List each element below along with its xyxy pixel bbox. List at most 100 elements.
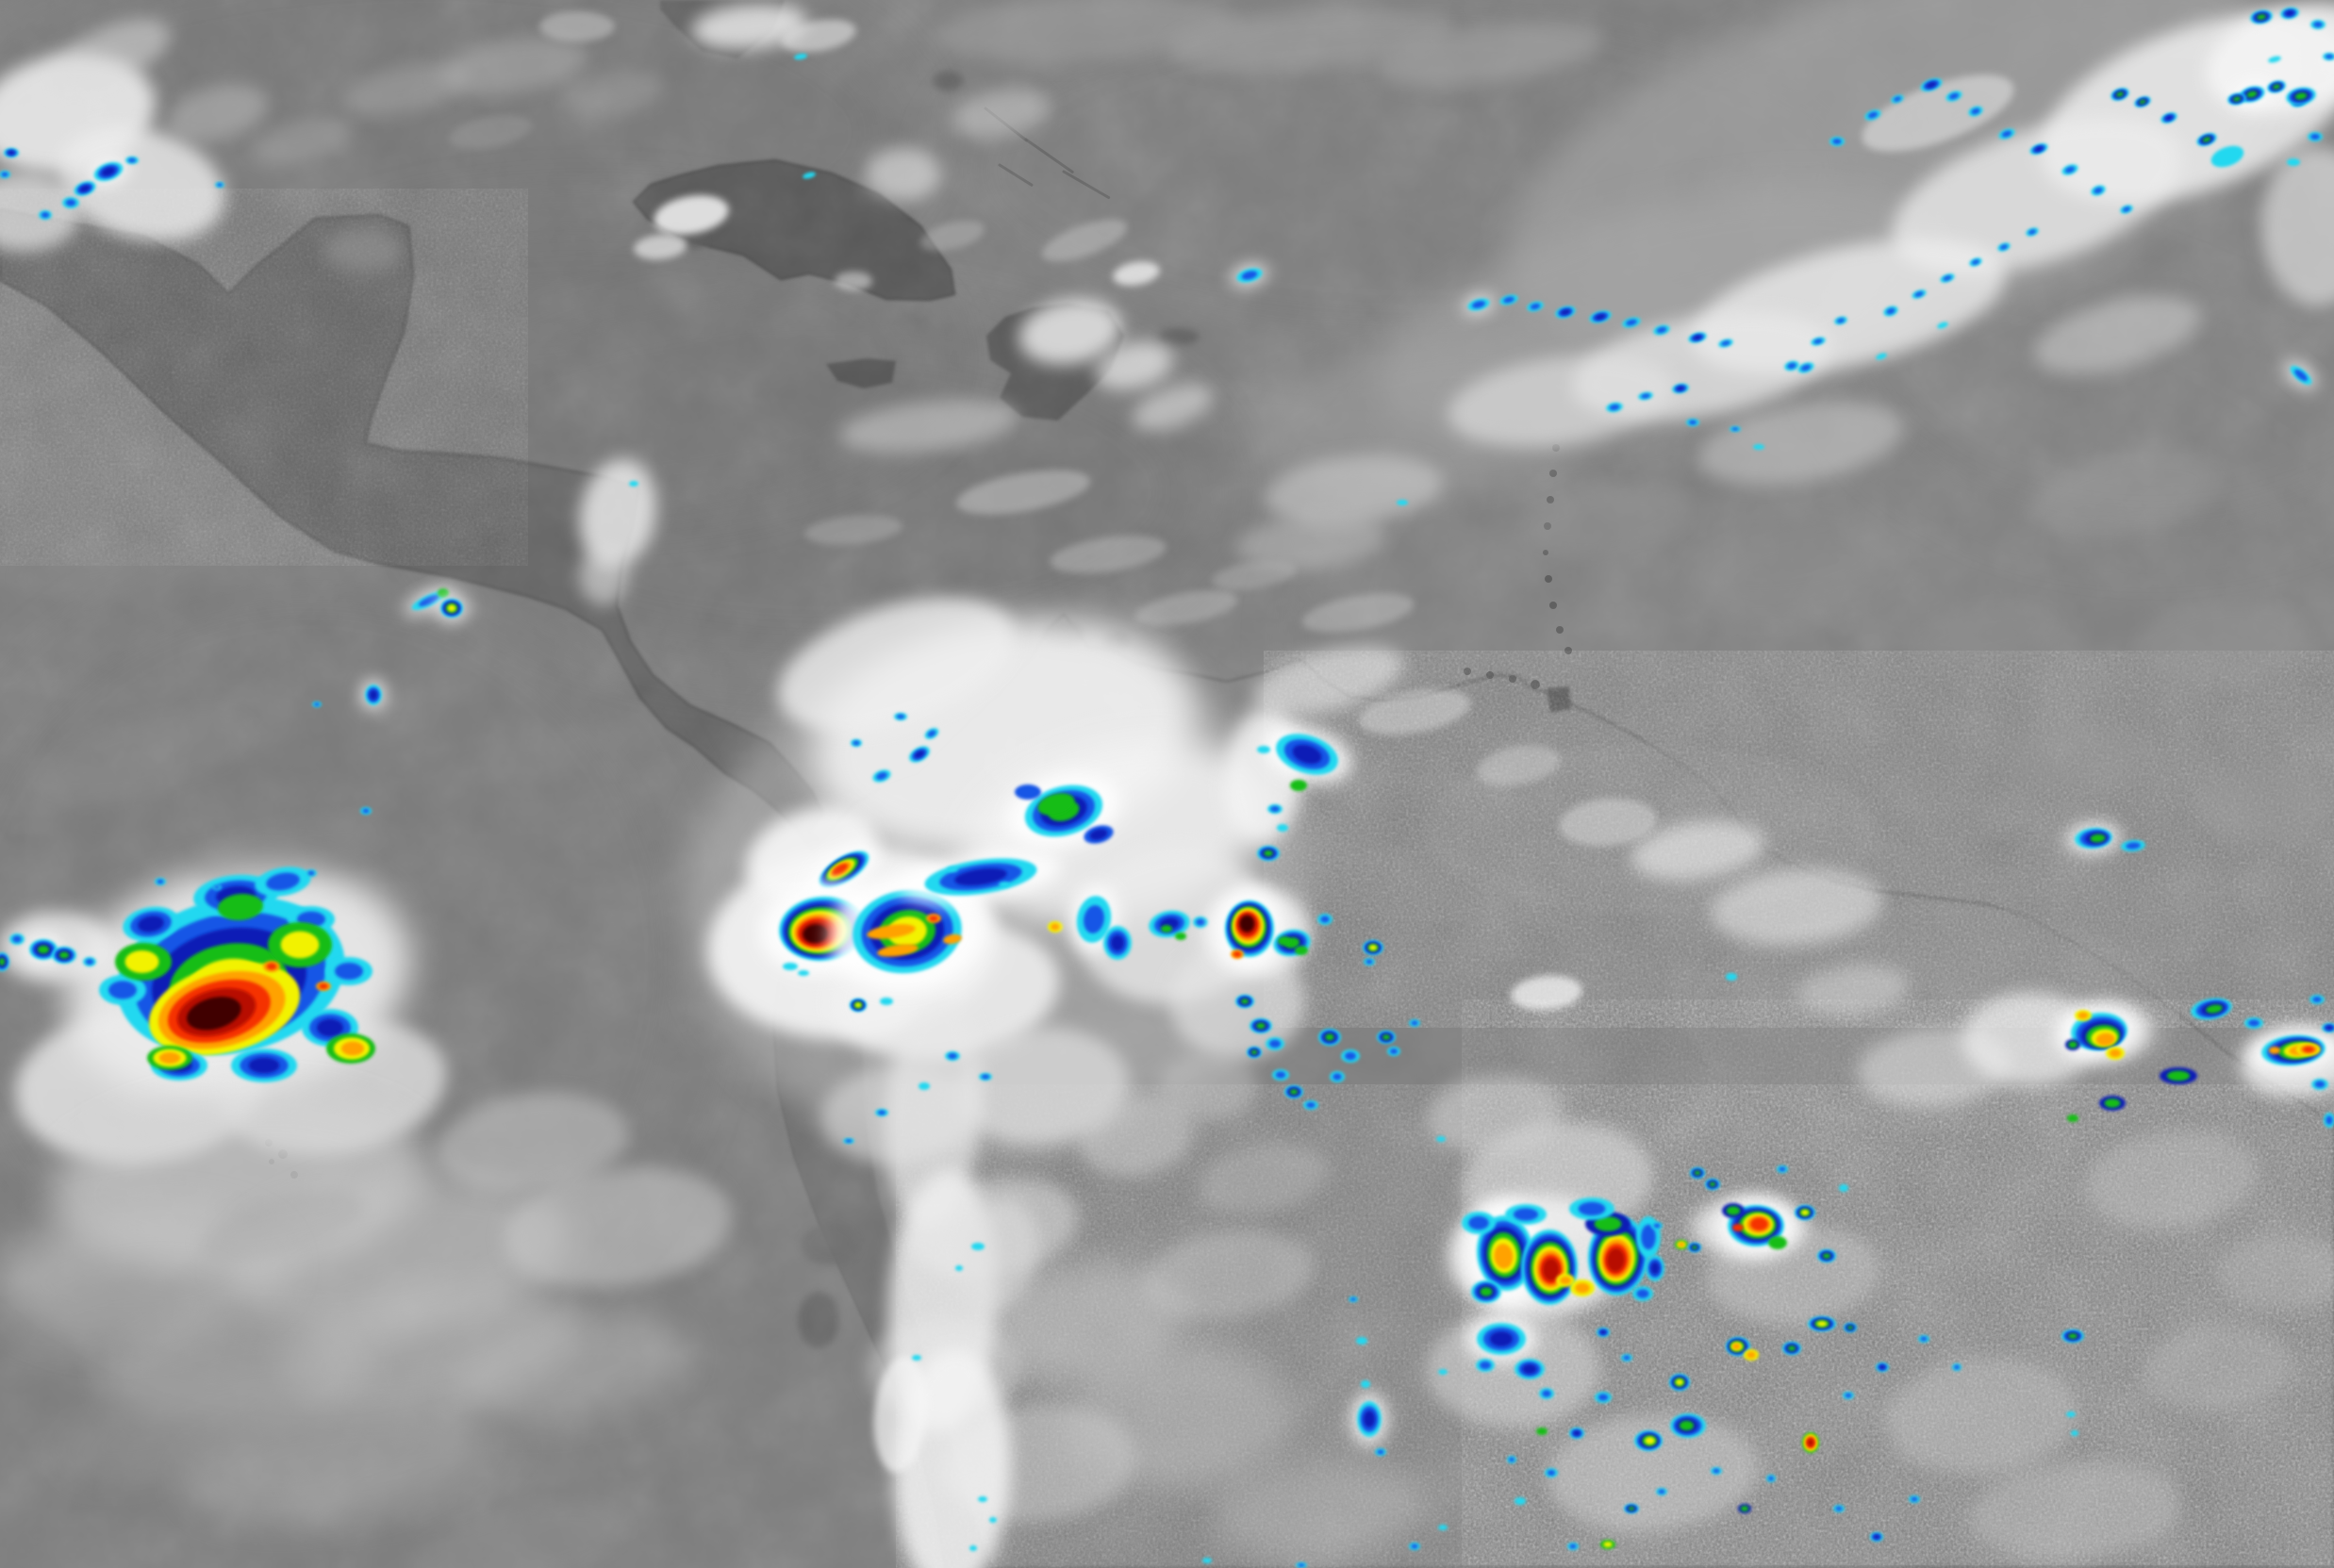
convection-cell xyxy=(1656,1488,1667,1495)
convection-cell xyxy=(1068,885,1119,953)
convection-cell xyxy=(2067,1114,2078,1122)
convection-cell xyxy=(1364,958,1375,966)
convection-cell xyxy=(1651,1222,1663,1230)
convection-cell xyxy=(1876,353,1887,360)
convection-cell xyxy=(1817,1249,1836,1263)
convection-cell xyxy=(4,148,19,157)
convection-cell xyxy=(2285,361,2317,389)
convection-cell xyxy=(1295,946,1308,955)
convection-cell xyxy=(2061,1329,2084,1343)
convection-cell xyxy=(979,1073,992,1081)
convection-cell xyxy=(1587,1216,1649,1296)
convection-cell xyxy=(1296,1562,1307,1568)
convection-cell xyxy=(1103,926,1132,960)
convection-cell xyxy=(1375,1448,1386,1456)
convection-cell xyxy=(1377,1031,1396,1044)
convection-cell xyxy=(2071,1430,2078,1436)
convection-cell xyxy=(1670,1413,1706,1438)
convection-cell xyxy=(1726,1337,1750,1356)
convection-cell xyxy=(1688,1243,1701,1252)
convection-cell xyxy=(850,999,867,1012)
convection-cell xyxy=(1621,1354,1632,1362)
convection-cell xyxy=(1556,1274,1575,1287)
convection-cell xyxy=(2066,822,2121,854)
convection-cell xyxy=(872,769,891,783)
convection-cell xyxy=(1284,1085,1303,1098)
convection-cell xyxy=(1864,109,1881,121)
convection-cell xyxy=(1997,242,2011,252)
convection-cell xyxy=(2244,1017,2263,1029)
convection-cell xyxy=(2324,1113,2334,1128)
convection-cell xyxy=(894,713,907,720)
convection-cell xyxy=(924,728,939,739)
convection-cell xyxy=(1175,933,1186,940)
convection-cell xyxy=(629,481,638,487)
convection-cell xyxy=(1795,1205,1815,1220)
convection-cell xyxy=(2099,1096,2126,1111)
convection-cell xyxy=(1231,949,1244,959)
convection-cell xyxy=(2323,53,2334,60)
convection-cell xyxy=(867,924,916,939)
convection-cell xyxy=(1918,1335,1929,1343)
convection-cell xyxy=(2296,1043,2321,1056)
convection-cell xyxy=(1738,1504,1751,1513)
convection-cell xyxy=(1318,1029,1341,1046)
convection-cell xyxy=(1463,295,1495,314)
convection-cell xyxy=(1149,910,1190,938)
convection-cell xyxy=(1909,1495,1920,1503)
convection-cell xyxy=(1569,1197,1614,1220)
convection-cell xyxy=(2111,88,2129,101)
convection-cell xyxy=(1214,887,1285,970)
convection-cell xyxy=(1409,1019,1420,1027)
convection-cell xyxy=(1317,914,1333,925)
convection-cell xyxy=(1545,1468,1558,1477)
convection-cell xyxy=(926,914,941,923)
convection-cell xyxy=(943,933,962,945)
convection-cell xyxy=(2227,92,2246,106)
convection-cell xyxy=(1653,324,1670,336)
convection-cell xyxy=(1272,1069,1289,1081)
convection-cell xyxy=(1507,1456,1516,1463)
convection-cell xyxy=(1521,1230,1578,1305)
convection-cell xyxy=(1330,1071,1345,1082)
layer-cirrus-streaks xyxy=(4,0,2334,1568)
convection-cell xyxy=(2322,1023,2334,1032)
convection-cell xyxy=(1569,1428,1584,1439)
convection-cell xyxy=(1808,1316,1836,1331)
convection-cell xyxy=(1570,1279,1595,1296)
convection-cell xyxy=(877,944,919,957)
convection-cell xyxy=(306,869,317,877)
convection-cell xyxy=(1471,1280,1501,1303)
convection-cell xyxy=(2250,9,2273,25)
convection-cell xyxy=(1505,1204,1547,1225)
convection-cell xyxy=(1940,273,1955,283)
convection-cell xyxy=(1084,825,1114,844)
convection-cell xyxy=(1438,1369,1448,1375)
convection-cell xyxy=(268,922,332,967)
convection-cell xyxy=(123,906,179,942)
convection-cell xyxy=(1883,305,1898,317)
layer-convection-cells xyxy=(0,7,2334,1568)
convection-cell xyxy=(1722,1203,1745,1218)
convection-cell xyxy=(255,867,311,897)
convection-cell xyxy=(1686,419,1699,426)
convection-cell xyxy=(2075,1010,2092,1021)
convection-cell xyxy=(1290,780,1307,791)
convection-cell xyxy=(1920,78,1943,91)
convection-cell xyxy=(2268,56,2281,63)
convection-cell xyxy=(125,157,139,164)
convection-cell xyxy=(1231,264,1268,287)
convection-cell xyxy=(2196,133,2217,146)
convection-cell xyxy=(1797,362,1814,373)
convection-cell xyxy=(1600,1540,1615,1549)
convection-cell xyxy=(1998,128,2015,140)
convection-cell xyxy=(798,970,809,976)
convection-cell xyxy=(978,1496,987,1502)
convection-cell xyxy=(1589,310,1612,323)
convection-cell xyxy=(875,1109,888,1116)
convection-cell xyxy=(435,594,469,622)
convection-cell xyxy=(2310,20,2326,29)
convection-cell xyxy=(2246,1028,2334,1073)
convection-cell xyxy=(83,957,96,966)
